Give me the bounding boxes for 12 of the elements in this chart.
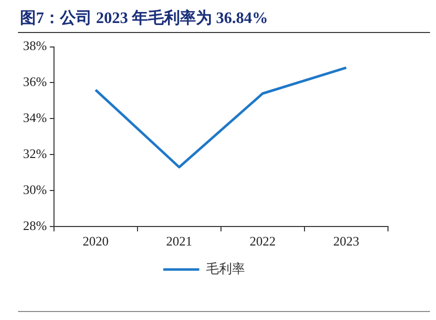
x-tick-label: 2020 [82,234,109,249]
y-tick-label: 36% [22,74,47,90]
chart-title: 图7：公司 2023 年毛利率为 36.84% [20,8,268,29]
x-tick-label: 2022 [250,234,276,249]
x-tick-label: 2021 [166,234,192,249]
legend-label: 毛利率 [206,260,245,276]
x-tick-label: 2023 [333,234,360,249]
y-tick-label: 28% [22,218,47,233]
y-tick-label: 32% [22,146,47,161]
y-tick-label: 30% [22,182,47,197]
y-tick-label: 38% [22,38,47,54]
y-tick-label: 34% [22,110,47,126]
